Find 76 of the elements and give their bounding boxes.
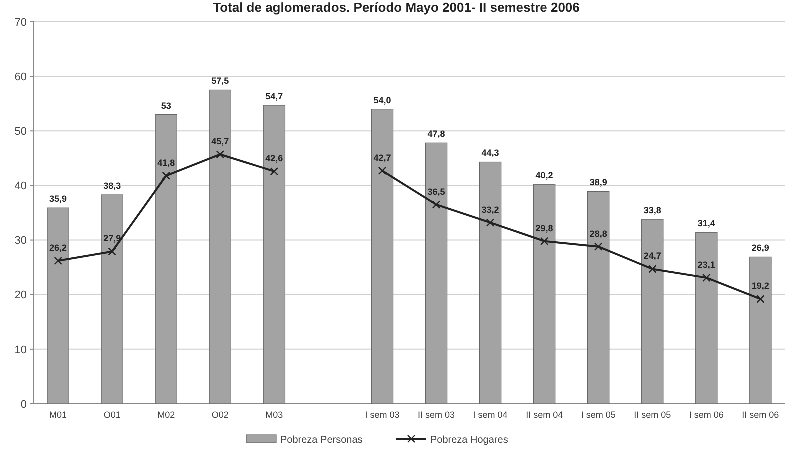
point [648,265,657,274]
legend-label: Pobreza Personas [280,435,363,446]
data-label: 36,5 [428,186,446,197]
y-tick-label: 10 [14,344,27,356]
x-tick-label: II sem 06 [742,410,780,420]
bar [750,256,772,404]
x-tick-label: II sem 05 [634,410,672,420]
data-label: 44,3 [482,148,500,158]
bar [587,191,610,404]
bar [47,208,70,404]
data-label: 41,8 [158,158,176,168]
point [162,172,170,180]
point [108,248,116,256]
data-label: 40,2 [536,170,554,181]
bar [209,90,232,404]
point [432,200,441,209]
x-tick-label: I sem 03 [365,410,400,420]
point [540,237,549,246]
point [54,256,62,266]
point [270,167,279,176]
x-tick-label: I sem 05 [581,410,616,420]
y-tick-label: 60 [14,71,27,84]
data-label: 23,1 [698,260,716,270]
x-tick-label: M03 [266,410,284,420]
x-tick-label: O02 [212,410,229,420]
legend-label: Pobreza Hogares [430,435,508,446]
y-tick-label: 40 [14,180,27,193]
x-tick-label: I sem 06 [689,410,724,420]
x-tick-label: M02 [158,410,176,420]
data-label: 26,9 [752,243,770,254]
data-label: 28,8 [590,228,608,239]
x-tick-label: M01 [50,410,68,420]
bar [425,142,448,404]
x-tick-label: II sem 03 [418,410,456,420]
data-label: 42,7 [374,152,392,163]
bar [155,114,178,404]
data-label: 54,0 [374,95,392,106]
data-label: 33,2 [482,204,500,215]
data-label: 33,8 [644,206,662,216]
bar [479,162,502,404]
data-label: 19,2 [752,281,770,292]
data-label: 38,3 [104,180,122,191]
y-tick-label: 30 [14,235,27,248]
data-label: 24,7 [644,251,662,262]
bar [371,109,394,404]
point [486,218,495,227]
point [378,166,387,176]
point [594,242,603,251]
data-label: 27,9 [104,234,122,244]
data-label: 31,4 [698,218,716,229]
point [756,295,765,304]
point [702,274,711,282]
y-tick-label: 20 [14,290,27,302]
data-label: 47,8 [428,129,446,140]
y-tick-label: 70 [14,16,27,29]
data-label: 54,7 [266,91,284,102]
bar [533,184,556,404]
chart-title: Total de aglomerados. Período Mayo 2001- II semestre 2006 [213,0,580,15]
data-label: 57,5 [212,76,230,86]
y-tick-label: 0 [20,398,27,411]
bar [696,232,718,404]
x-tick-label: II sem 04 [526,410,564,420]
x-tick-label: O01 [104,410,121,420]
data-label: 35,9 [50,194,68,204]
y-tick-label: 50 [14,126,27,138]
bar [263,105,286,404]
data-label: 42,6 [266,154,284,164]
bar [101,194,124,404]
point [216,150,224,159]
x-tick-label: I sem 04 [473,410,508,420]
data-label: 53 [161,100,172,111]
bar [642,219,664,404]
data-label: 26,2 [50,243,68,254]
data-label: 45,7 [212,136,230,147]
data-label: 38,9 [590,178,608,188]
data-label: 29,8 [536,223,554,234]
